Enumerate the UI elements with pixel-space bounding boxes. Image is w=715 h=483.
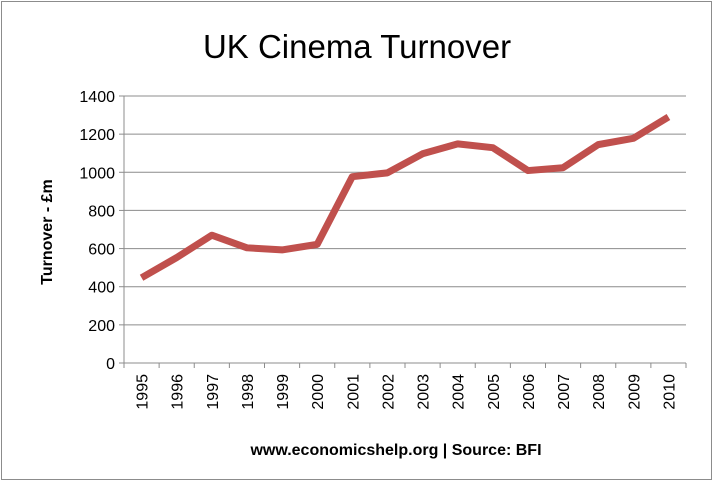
x-tick-label: 2001	[345, 374, 362, 410]
y-axis-ticks: 0 200 400 600 800 1000 1200 1400	[79, 89, 124, 373]
x-tick-label: 2002	[380, 374, 397, 410]
y-axis-title: Turnover - £m	[39, 179, 56, 285]
y-tick-label: 1000	[79, 165, 115, 182]
x-tick-label: 2003	[416, 374, 433, 410]
y-tick-label: 1200	[79, 127, 115, 144]
x-axis-title: www.economicshelp.org | Source: BFI	[249, 442, 541, 459]
series-line	[139, 113, 671, 281]
x-tick-label: 1999	[275, 374, 292, 410]
y-tick-label: 800	[88, 203, 115, 220]
y-tick-label: 600	[88, 242, 115, 259]
x-tick-label: 2006	[521, 374, 538, 410]
y-tick-label: 200	[88, 318, 115, 335]
series-layer	[139, 113, 671, 281]
x-tick-label: 1996	[170, 374, 187, 410]
gridlines	[123, 95, 686, 364]
x-tick-label: 2005	[486, 374, 503, 410]
x-tick-label: 2010	[661, 374, 678, 410]
x-tick-label: 1998	[240, 374, 257, 410]
chart-title: UK Cinema Turnover	[203, 28, 511, 65]
x-tick-label: 2004	[451, 374, 468, 410]
x-tick-label: 1995	[135, 374, 152, 410]
y-tick-label: 0	[106, 356, 115, 373]
y-tick-label: 400	[88, 280, 115, 297]
x-tick-label: 2009	[626, 374, 643, 410]
x-tick-label: 2007	[556, 374, 573, 410]
x-axis-ticks: 1995 1996 1997 1998 1999 2000 2001 2002 2003 2004…	[123, 363, 687, 410]
x-tick-label: 1997	[205, 374, 222, 410]
x-tick-label: 2008	[591, 374, 608, 410]
x-tick-label: 2000	[310, 374, 327, 410]
y-tick-label: 1400	[79, 89, 115, 106]
